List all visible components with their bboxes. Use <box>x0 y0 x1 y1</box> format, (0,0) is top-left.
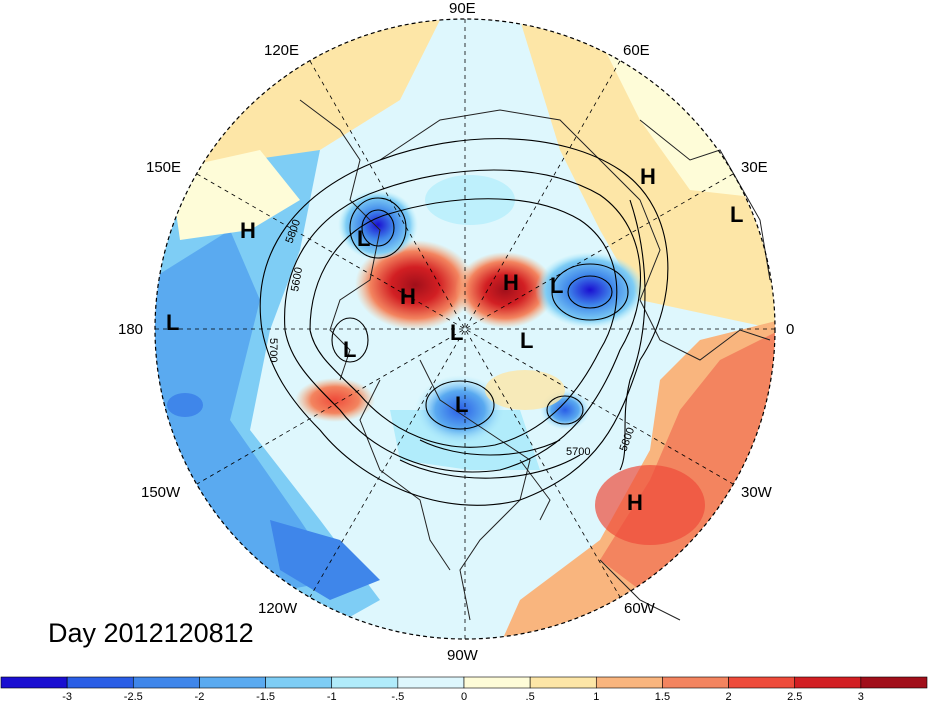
colorbar-tick-label: .5 <box>526 691 535 702</box>
pressure-center-label: L <box>520 328 533 353</box>
longitude-label: 150W <box>141 484 181 501</box>
height-contours <box>259 138 669 506</box>
colorbar-tick-label: -1 <box>327 691 337 702</box>
colorbar-tick-label: 3 <box>858 691 864 702</box>
longitude-label: 60E <box>623 42 650 59</box>
colorbar-swatch <box>265 676 333 689</box>
pressure-center-label: H <box>640 164 656 189</box>
graticule <box>155 19 775 639</box>
pressure-center-label: L <box>550 273 563 298</box>
colorbar-swatch <box>132 676 200 689</box>
longitude-label: 180 <box>118 321 143 338</box>
longitude-label: 60W <box>624 600 656 617</box>
pressure-center-label: H <box>400 284 416 309</box>
colorbar-swatch <box>728 676 796 689</box>
contour-label: 5700 <box>267 338 279 362</box>
polar-map: 5800 5600 5700 5700 5800 H L L H L H H L… <box>118 0 794 664</box>
colorbar-swatch <box>463 676 531 689</box>
coastlines <box>299 99 771 621</box>
colorbar-swatch <box>199 676 266 689</box>
colorbar-tick-label: -1.5 <box>256 691 275 702</box>
contour-label: 5600 <box>289 266 305 292</box>
colorbar-swatch <box>595 676 663 689</box>
pressure-center-label: L <box>450 320 463 345</box>
pressure-center-label: H <box>627 490 643 515</box>
colorbar-swatch <box>397 676 465 689</box>
pressure-center-label: H <box>240 218 256 243</box>
pressure-center-label: L <box>455 392 468 417</box>
colorbar: -3 -2.5 -2 -1.5 -1 -.5 0 .5 1 1.5 2 2.5 3 <box>0 676 928 702</box>
date-label: Day 2012120812 <box>48 618 254 648</box>
colorbar-swatch <box>860 676 928 689</box>
longitude-label: 0 <box>786 321 794 338</box>
contour-label: 5700 <box>566 446 590 458</box>
colorbar-swatch <box>529 676 597 689</box>
pressure-center-label: H <box>503 270 519 295</box>
pressure-centers: H L L H L H H L L L L L H <box>166 164 743 515</box>
colorbar-swatch <box>662 676 729 689</box>
colorbar-tick-label: -2.5 <box>124 691 143 702</box>
colorbar-swatch <box>66 676 134 689</box>
colorbar-swatch <box>794 676 862 689</box>
pressure-center-label: L <box>166 310 179 335</box>
longitude-labels: 90E 60E 120E 150E 30E 180 0 150W 30W 120… <box>118 0 794 664</box>
colorbar-tick-label: 0 <box>461 691 467 702</box>
longitude-label: 150E <box>146 159 181 176</box>
colorbar-swatch <box>0 676 68 689</box>
longitude-label: 30E <box>741 159 768 176</box>
colorbar-swatch <box>331 676 399 689</box>
colorbar-tick-label: 2 <box>726 691 732 702</box>
longitude-label: 120E <box>264 42 299 59</box>
colorbar-tick-label: 1 <box>593 691 599 702</box>
longitude-label: 90W <box>447 647 479 664</box>
pressure-center-label: L <box>730 202 743 227</box>
colorbar-tick-label: -2 <box>195 691 205 702</box>
colorbar-tick-label: -3 <box>62 691 72 702</box>
longitude-label: 30W <box>741 484 773 501</box>
pressure-center-label: L <box>357 226 370 251</box>
colorbar-tick-label: 2.5 <box>787 691 802 702</box>
colorbar-tick-label: 1.5 <box>655 691 670 702</box>
map-boundary <box>154 18 776 640</box>
longitude-label: 90E <box>449 0 476 17</box>
colorbar-tick-label: -.5 <box>391 691 404 702</box>
pressure-center-label: L <box>343 337 356 362</box>
longitude-label: 120W <box>258 600 298 617</box>
